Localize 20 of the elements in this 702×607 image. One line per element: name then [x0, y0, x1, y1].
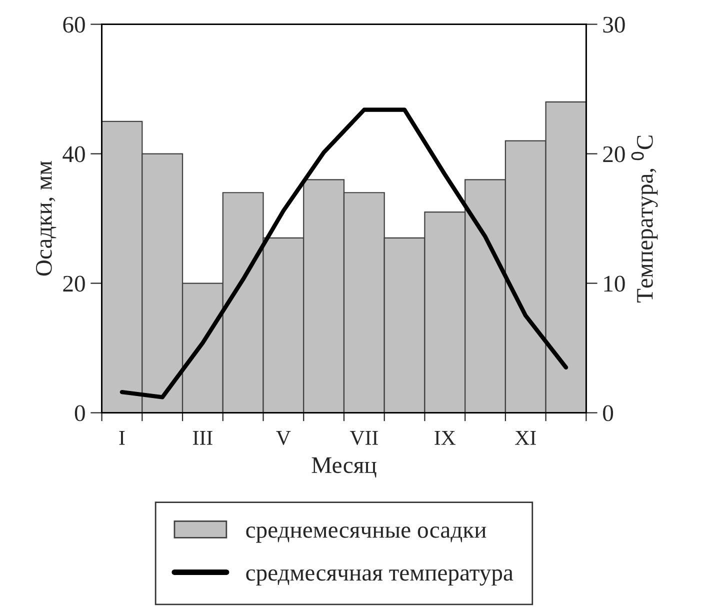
y-tick-label: 20 — [63, 276, 85, 292]
y2-tick-label: 10 — [604, 276, 625, 292]
y-tick-label: 0 — [74, 405, 85, 422]
x-tick-label: III — [193, 431, 212, 445]
x-tick-label: VII — [350, 431, 378, 446]
line-series — [120, 108, 568, 400]
y-tick-label: 60 — [63, 16, 85, 33]
x-tick-label: XI — [515, 431, 536, 445]
x-tick-label: V — [276, 431, 291, 446]
y-axis-title: Осадки, мм — [36, 161, 56, 276]
y2-tick-label: 20 — [603, 146, 625, 162]
y2-tick-label: 0 — [603, 405, 614, 422]
x-tick-label: IX — [434, 431, 456, 445]
y2-axis-title: Температура, $^{0}$C — [631, 136, 658, 302]
y-tick-label: 40 — [62, 146, 85, 162]
x-tick-label: I — [119, 431, 125, 445]
x-axis-title: Месяц — [312, 457, 376, 478]
y2-tick-label: 30 — [603, 16, 625, 33]
legend-label: среднемесячные осадки — [246, 526, 486, 543]
legend-label: средмесячная температура — [246, 569, 514, 586]
